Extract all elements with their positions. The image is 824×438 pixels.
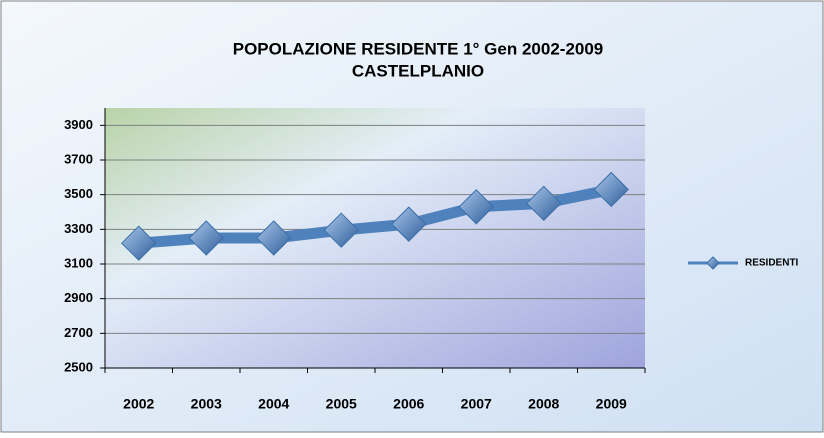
x-tick-label: 2007	[461, 396, 492, 412]
marker	[526, 185, 562, 222]
x-tick-label: 2003	[191, 396, 222, 412]
x-tick-label: 2009	[596, 396, 627, 412]
x-tick-label: 2002	[123, 396, 154, 412]
y-tick-label: 3700	[64, 151, 93, 166]
y-tick-label: 3900	[64, 117, 93, 132]
y-tick-label: 2500	[64, 359, 93, 374]
y-tick-label: 3500	[64, 186, 93, 201]
marker	[593, 171, 629, 208]
marker	[121, 225, 157, 261]
x-tick-label: 2004	[258, 396, 289, 412]
legend-marker	[706, 256, 720, 270]
y-tick-label: 2700	[64, 325, 93, 340]
chart-title: POPOLAZIONE RESIDENTE 1° Gen 2002-2009	[233, 39, 604, 58]
y-tick-label: 3100	[64, 255, 93, 270]
marker	[188, 220, 224, 256]
y-tick-label: 3300	[64, 221, 93, 236]
marker	[323, 212, 359, 248]
legend-label: RESIDENTI	[745, 258, 799, 269]
x-tick-label: 2006	[393, 396, 424, 412]
marker	[458, 189, 494, 225]
marker	[256, 220, 292, 256]
x-tick-label: 2005	[326, 396, 357, 412]
chart-subtitle: CASTELPLANIO	[352, 61, 484, 80]
x-tick-label: 2008	[528, 396, 559, 412]
marker	[391, 206, 427, 242]
y-tick-label: 2900	[64, 290, 93, 305]
